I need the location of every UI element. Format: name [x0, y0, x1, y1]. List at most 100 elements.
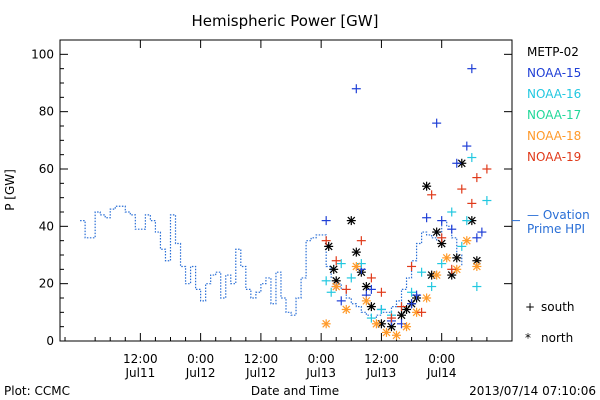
data-point [467, 153, 477, 163]
data-point [381, 327, 391, 337]
x-tick-date: Jul13 [305, 366, 336, 380]
data-point [447, 264, 457, 274]
data-point [422, 181, 432, 191]
data-point [407, 299, 417, 309]
data-point [321, 236, 331, 246]
data-point [477, 227, 487, 237]
ovation-line [80, 205, 463, 319]
chart-title: Hemispheric Power [GW] [192, 12, 379, 30]
data-point [472, 261, 482, 271]
data-point [341, 304, 351, 314]
data-point [366, 313, 376, 323]
data-point [397, 302, 407, 312]
y-tick-label: 20 [39, 277, 54, 291]
ovation-label-line1: — Ovation [527, 208, 590, 222]
data-point [346, 273, 356, 283]
data-point [482, 196, 492, 206]
data-point [417, 307, 427, 317]
data-point [336, 296, 346, 306]
data-point [422, 293, 432, 303]
data-point [331, 256, 341, 266]
south-marker-label: south [541, 300, 575, 314]
data-point [412, 290, 422, 300]
x-tick-time: 0:00 [187, 352, 214, 366]
data-point [437, 216, 447, 226]
data-point [366, 284, 376, 294]
y-tick-label: 100 [31, 47, 54, 61]
legend-entry: METP-02 [527, 45, 579, 59]
data-point [402, 322, 412, 332]
data-point [351, 261, 361, 271]
data-point [482, 164, 492, 174]
data-point [376, 287, 386, 297]
data-point [472, 173, 482, 183]
plot-frame [59, 39, 513, 342]
legend-entry: NOAA-19 [527, 150, 581, 164]
data-point [321, 216, 331, 226]
data-point [467, 198, 477, 208]
data-point [437, 259, 447, 269]
legend-entry: NOAA-15 [527, 66, 581, 80]
x-tick-date: Jul12 [185, 366, 216, 380]
data-point [371, 319, 381, 329]
x-tick-date: Jul14 [426, 366, 457, 380]
data-point [346, 216, 356, 226]
legend-entry: NOAA-16 [527, 87, 581, 101]
north-marker-label: north [541, 331, 573, 345]
y-axis-label: P [GW] [3, 169, 17, 211]
x-tick-time: 12:00 [364, 352, 399, 366]
data-point [329, 264, 339, 274]
data-point [467, 64, 477, 74]
legend-entry: NOAA-18 [527, 129, 581, 143]
x-tick-time: 12:00 [244, 352, 279, 366]
data-point [437, 233, 447, 243]
data-point [462, 141, 472, 151]
legend-entry: NOAA-17 [527, 108, 581, 122]
data-point [351, 84, 361, 94]
data-point [452, 158, 462, 168]
ovation-label-line2: Prime HPI [527, 222, 585, 236]
x-axis-label: Date and Time [251, 384, 339, 398]
data-point [417, 267, 427, 277]
x-tick-date: Jul12 [245, 366, 276, 380]
data-point [447, 224, 457, 234]
data-point [457, 184, 467, 194]
timestamp: 2013/07/14 07:10:06 [469, 384, 596, 398]
data-points [321, 64, 492, 340]
x-tick-time: 12:00 [123, 352, 158, 366]
data-point [336, 259, 346, 269]
data-point [472, 282, 482, 292]
x-tick-time: 0:00 [428, 352, 455, 366]
north-marker-symbol: * [525, 331, 531, 345]
data-point [427, 282, 437, 292]
data-point [407, 287, 417, 297]
data-point [442, 253, 452, 263]
plot-credit: Plot: CCMC [4, 384, 70, 398]
data-point [376, 304, 386, 314]
data-point [472, 256, 482, 266]
data-point [341, 284, 351, 294]
data-point [407, 261, 417, 271]
data-point [472, 233, 482, 243]
data-point [437, 239, 447, 249]
y-tick-label: 80 [39, 105, 54, 119]
south-marker-symbol: + [525, 300, 535, 314]
data-point [432, 227, 442, 237]
data-point [447, 207, 457, 217]
y-tick-label: 40 [39, 219, 54, 233]
y-tick-label: 60 [39, 162, 54, 176]
ovation-series [80, 205, 520, 319]
data-point [361, 296, 371, 306]
x-tick-date: Jul11 [124, 366, 155, 380]
y-tick-label: 0 [46, 334, 54, 348]
data-point [321, 319, 331, 329]
data-point [331, 282, 341, 292]
y-axis: 0 20 40 60 80 100 [31, 47, 512, 348]
x-axis: 12:00Jul110:00Jul1212:00Jul120:00Jul1312… [64, 40, 488, 380]
data-point [321, 276, 331, 286]
data-point [391, 330, 401, 340]
data-point [326, 287, 336, 297]
data-point [324, 241, 334, 251]
data-point [356, 236, 366, 246]
